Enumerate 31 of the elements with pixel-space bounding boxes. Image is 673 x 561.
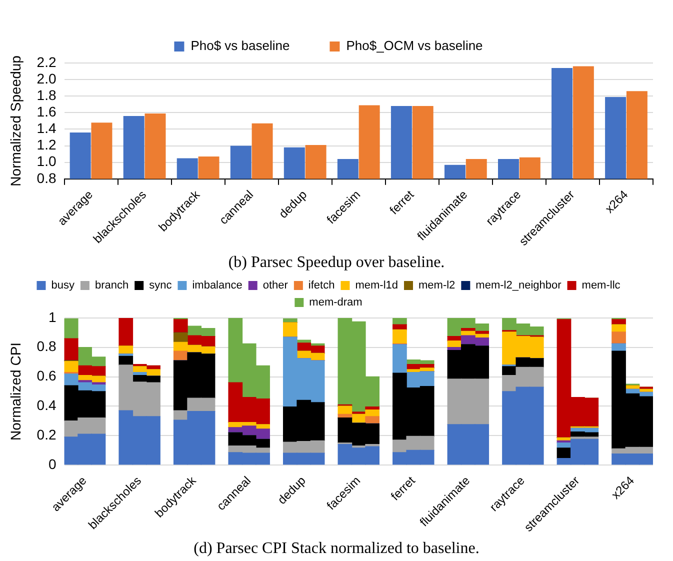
y-tick-label: 1.6: [36, 104, 56, 120]
y-tick-label: 1.8: [36, 86, 56, 103]
text: (b) Parsec Speedup over baseline.: [227, 253, 446, 273]
y-tick-label: 0.4: [36, 396, 56, 413]
legend-label: Pho$ vs baseline: [190, 38, 290, 54]
y-tick-label: 1: [48, 308, 56, 325]
y-tick-label: 0.8: [36, 170, 56, 186]
y-tick-label: 2.2: [36, 54, 56, 70]
y-tick-label: 1.0: [36, 153, 56, 170]
y-tick-label: 1.2: [36, 136, 56, 153]
legend-label: sync: [149, 280, 172, 292]
legend-label: other: [262, 280, 288, 292]
legend-label: Pho$_OCM vs baseline: [346, 38, 483, 54]
legend-label: branch: [94, 280, 129, 292]
legend-label: mem-l1d: [355, 280, 398, 292]
legend-label: mem-dram: [309, 296, 362, 309]
y-tick-label: 0.6: [36, 368, 56, 384]
y-axis-title: Normalized CPI: [7, 342, 24, 440]
legend-label: mem-l2: [418, 280, 456, 292]
y-axis-title: Normalized Speedup: [7, 55, 24, 186]
y-tick-label: 0.8: [36, 338, 56, 354]
y-tick-label: 2.0: [36, 70, 56, 86]
y-tick-label: 0.2: [36, 426, 56, 442]
y-tick-label: 0: [48, 456, 56, 472]
legend-label: mem-l2_neighbor: [476, 280, 562, 292]
legend-label: imbalance: [192, 280, 242, 292]
legend-label: mem-llc: [582, 280, 621, 292]
legend-label: busy: [51, 280, 75, 292]
legend-label: ifetch: [308, 280, 335, 292]
y-tick-label: 1.4: [36, 120, 56, 136]
text: (d) Parsec CPI Stack normalized to baseline.: [192, 539, 480, 559]
